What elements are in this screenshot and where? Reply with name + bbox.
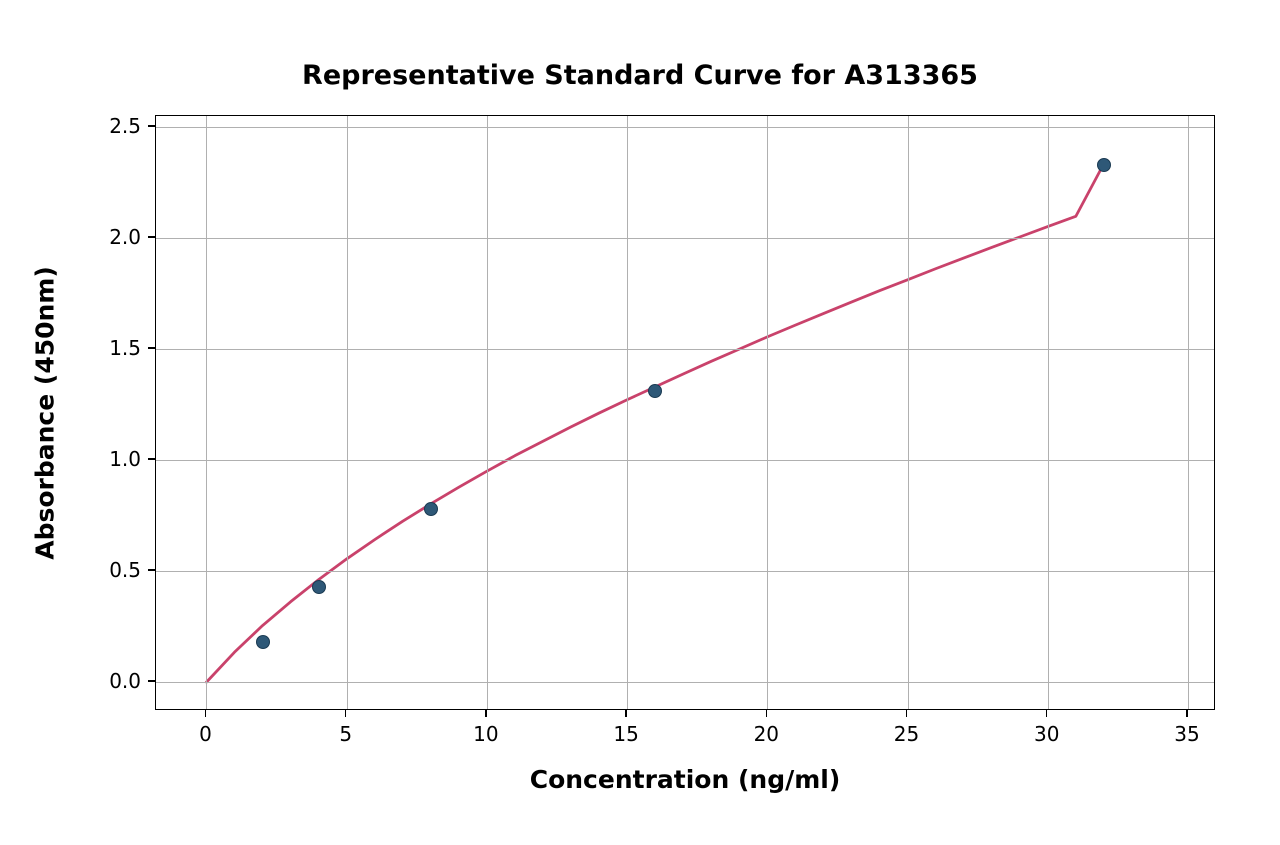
- gridline-horizontal: [156, 571, 1214, 572]
- x-tick-label: 35: [1174, 722, 1199, 746]
- figure: Representative Standard Curve for A31336…: [0, 0, 1280, 845]
- x-tick-label: 25: [894, 722, 919, 746]
- x-tick-label: 20: [754, 722, 779, 746]
- data-point: [312, 580, 326, 594]
- x-tick-label: 30: [1034, 722, 1059, 746]
- y-tick-label: 2.5: [109, 114, 141, 138]
- gridline-vertical: [908, 116, 909, 709]
- x-tick: [1186, 710, 1188, 717]
- y-axis-label: Absorbance (450nm): [31, 266, 60, 560]
- y-tick: [148, 236, 155, 238]
- gridline-horizontal: [156, 682, 1214, 683]
- gridline-vertical: [206, 116, 207, 709]
- y-tick-label: 0.0: [109, 669, 141, 693]
- plot-area: [155, 115, 1215, 710]
- x-tick-label: 15: [613, 722, 638, 746]
- y-tick-label: 1.0: [109, 447, 141, 471]
- data-point: [256, 635, 270, 649]
- gridline-horizontal: [156, 349, 1214, 350]
- y-tick-label: 1.5: [109, 336, 141, 360]
- y-tick-label: 0.5: [109, 558, 141, 582]
- curve-path: [206, 164, 1103, 682]
- chart-title: Representative Standard Curve for A31336…: [0, 60, 1280, 91]
- x-tick: [205, 710, 207, 717]
- x-tick: [766, 710, 768, 717]
- gridline-vertical: [767, 116, 768, 709]
- data-point: [648, 384, 662, 398]
- fitted-curve: [156, 116, 1216, 711]
- gridline-horizontal: [156, 460, 1214, 461]
- y-tick: [148, 680, 155, 682]
- x-axis-label: Concentration (ng/ml): [530, 765, 841, 794]
- y-tick: [148, 458, 155, 460]
- gridline-vertical: [347, 116, 348, 709]
- gridline-horizontal: [156, 238, 1214, 239]
- x-tick-label: 0: [199, 722, 212, 746]
- x-tick-label: 5: [339, 722, 352, 746]
- y-tick: [148, 347, 155, 349]
- x-tick: [1046, 710, 1048, 717]
- x-tick-label: 10: [473, 722, 498, 746]
- gridline-vertical: [1188, 116, 1189, 709]
- y-tick-label: 2.0: [109, 225, 141, 249]
- data-point: [424, 502, 438, 516]
- gridline-vertical: [1048, 116, 1049, 709]
- y-tick: [148, 125, 155, 127]
- gridline-vertical: [627, 116, 628, 709]
- y-tick: [148, 569, 155, 571]
- gridline-horizontal: [156, 127, 1214, 128]
- gridline-vertical: [487, 116, 488, 709]
- data-point: [1097, 158, 1111, 172]
- x-tick: [625, 710, 627, 717]
- x-tick: [345, 710, 347, 717]
- x-tick: [906, 710, 908, 717]
- x-tick: [485, 710, 487, 717]
